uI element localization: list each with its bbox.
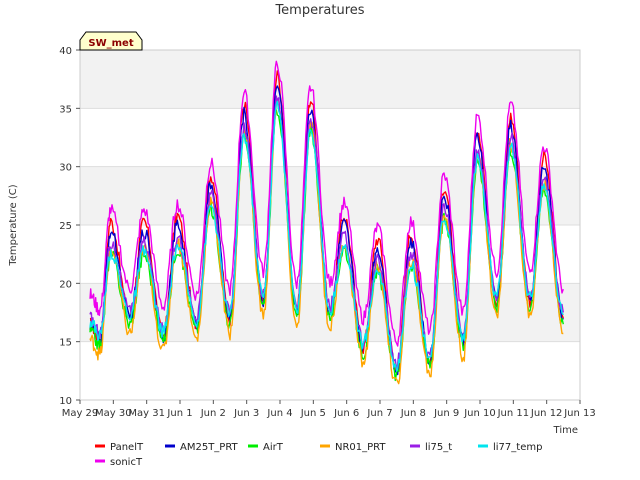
- station-tag-box: [79, 31, 143, 51]
- x-tick-label: Jun 10: [463, 408, 496, 419]
- background-band: [80, 50, 580, 109]
- legend-label: AirT: [263, 442, 284, 453]
- x-axis-title: Time: [553, 425, 578, 436]
- legend-label: AM25T_PRT: [180, 442, 239, 453]
- y-tick-label: 15: [59, 338, 72, 349]
- x-tick-label: Jun 9: [433, 408, 459, 419]
- station-tag-label: SW_met: [88, 38, 133, 49]
- legend-label: li77_temp: [493, 442, 542, 453]
- y-axis-ticks: 10 15 20 25 30 35 40: [59, 46, 80, 407]
- y-tick-label: 30: [59, 163, 72, 174]
- y-tick-label: 20: [59, 279, 72, 290]
- x-tick-label: Jun 1: [166, 408, 192, 419]
- y-axis-title: Temperature (C): [8, 184, 19, 266]
- x-tick-label: Jun 13: [563, 408, 596, 419]
- x-tick-label: Jun 3: [233, 408, 259, 419]
- x-tick-label: Jun 2: [200, 408, 226, 419]
- x-tick-label: Jun 5: [300, 408, 326, 419]
- series-line-sonict: [89, 60, 564, 347]
- x-tick-label: Jun 11: [497, 408, 530, 419]
- legend-label: NR01_PRT: [335, 442, 386, 453]
- y-tick-label: 10: [59, 396, 72, 407]
- x-tick-label: May 31: [128, 408, 165, 419]
- legend-label: li75_t: [425, 442, 452, 453]
- station-tag: SW_met: [79, 31, 143, 51]
- x-tick-label: Jun 7: [366, 408, 392, 419]
- x-tick-label: Jun 12: [530, 408, 563, 419]
- plot-background-bands: [80, 50, 580, 400]
- x-tick-label: May 30: [95, 408, 132, 419]
- background-band: [80, 225, 580, 284]
- y-tick-label: 40: [59, 46, 72, 57]
- background-band: [80, 108, 580, 167]
- series-line-li77-temp: [89, 100, 564, 372]
- x-tick-label: Jun 4: [266, 408, 292, 419]
- background-band: [80, 341, 580, 400]
- y-tick-label: 25: [59, 221, 72, 232]
- legend-label: PanelT: [110, 442, 144, 453]
- y-tick-label: 35: [59, 104, 72, 115]
- chart-title: Temperatures: [274, 3, 364, 18]
- x-tick-label: Jun 8: [400, 408, 426, 419]
- background-band: [80, 166, 580, 225]
- legend-label: sonicT: [110, 457, 143, 468]
- series-lines: [89, 60, 564, 385]
- x-tick-label: Jun 6: [333, 408, 359, 419]
- x-tick-label: May 29: [62, 408, 99, 419]
- legend: PanelT AM25T_PRT AirT NR01_PRT li75_t li77_te…: [95, 442, 542, 468]
